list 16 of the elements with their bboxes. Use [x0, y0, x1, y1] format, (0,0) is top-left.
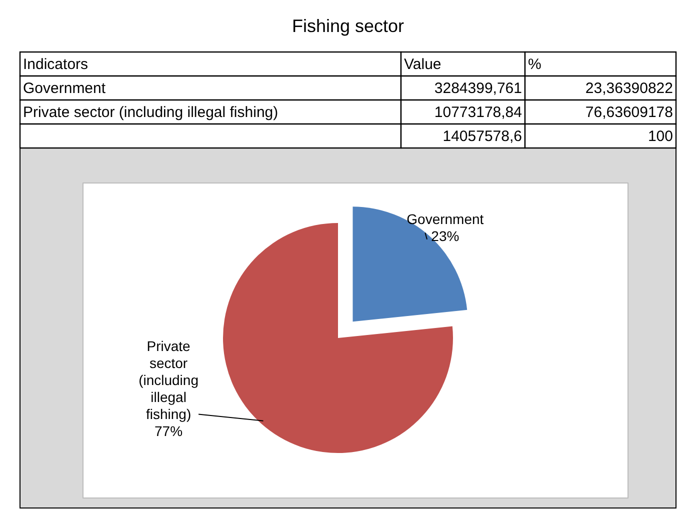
text: Value — [404, 56, 442, 73]
category-label: Government — [23, 80, 106, 97]
text: 23,36390822 — [585, 80, 673, 97]
text: 14057578,6 — [442, 128, 522, 145]
data-label: 23% — [431, 228, 460, 244]
text: 3284399,761 — [434, 80, 522, 97]
category-label: Private sector (including illegal fishing) — [23, 104, 278, 121]
text: 76,63609178 — [585, 104, 673, 121]
text: % — [528, 56, 542, 73]
slice-label: Private sector (including illegal fishing) — [138, 338, 198, 422]
text: Indicators — [23, 56, 88, 73]
slice-label: Government — [406, 210, 484, 227]
text: 100 — [648, 128, 673, 145]
data-label: 77% — [154, 423, 183, 440]
text: 10773178,84 — [434, 104, 522, 121]
chart-title: Fishing sector — [292, 16, 404, 36]
